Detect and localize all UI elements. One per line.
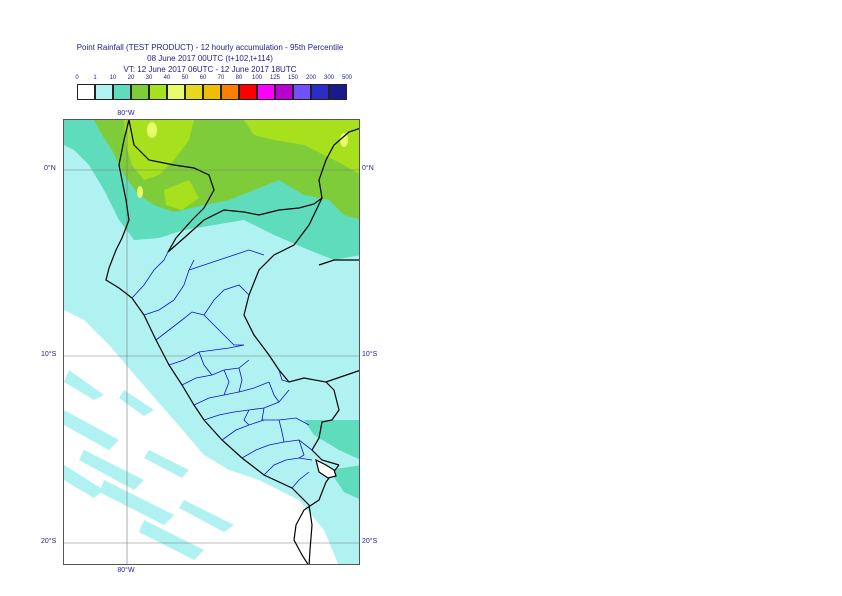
ocean-rain-streaks xyxy=(64,370,234,560)
graticule xyxy=(64,120,359,564)
lon-label-bottom: 80°W xyxy=(117,567,135,574)
lat-label-20s-left: 20°S xyxy=(41,538,57,545)
lon-label-top: 80°W xyxy=(117,110,135,117)
lat-label-20s-right: 20°S xyxy=(362,538,378,545)
legend-swatch xyxy=(185,84,203,100)
legend-swatch xyxy=(77,84,95,100)
legend-swatch xyxy=(149,84,167,100)
map-title: Point Rainfall (TEST PRODUCT) - 12 hourl… xyxy=(76,43,344,52)
legend-tick-label: 60 xyxy=(199,75,207,81)
legend-tick-label: 30 xyxy=(145,75,153,81)
legend-swatch xyxy=(257,84,275,100)
lat-label-0-left: 0°N xyxy=(44,165,56,172)
legend-swatch xyxy=(311,84,329,100)
legend-tick-label: 1 xyxy=(93,75,97,81)
legend-tick-label: 20 xyxy=(127,75,135,81)
legend-swatch xyxy=(113,84,131,100)
legend-swatch xyxy=(131,84,149,100)
rain-30-40-area xyxy=(124,120,359,210)
forecast-run: 08 June 2017 00UTC (t+102,t+114) xyxy=(147,54,273,63)
legend-tick-label: 200 xyxy=(305,75,317,81)
legend-swatch xyxy=(239,84,257,100)
lat-label-10s-left: 10°S xyxy=(41,351,57,358)
map-canvas xyxy=(64,120,359,564)
legend-swatch xyxy=(221,84,239,100)
legend-swatch xyxy=(95,84,113,100)
legend-tick-label: 300 xyxy=(323,75,335,81)
rain-40-50-area xyxy=(137,122,348,198)
legend-tick-label: 0 xyxy=(75,75,79,81)
legend-tick-label: 10 xyxy=(109,75,117,81)
lat-label-0-right: 0°N xyxy=(362,165,374,172)
legend-tick-label: 100 xyxy=(251,75,263,81)
color-legend: 0 1 10 20 30 40 50 60 70 80 100 125 150 200 300 500 xyxy=(75,75,353,103)
legend-swatch xyxy=(329,84,347,100)
legend-tick-label: 70 xyxy=(217,75,225,81)
region-borders xyxy=(131,249,313,489)
legend-swatch xyxy=(167,84,185,100)
rainfall-map xyxy=(63,119,360,565)
legend-tick-label: 40 xyxy=(163,75,171,81)
legend-tick-label: 80 xyxy=(235,75,243,81)
legend-tick-label: 50 xyxy=(181,75,189,81)
legend-tick-label: 125 xyxy=(269,75,281,81)
legend-swatch xyxy=(275,84,293,100)
legend-tick-label: 500 xyxy=(341,75,353,81)
validity-time: VT: 12 June 2017 06UTC - 12 June 2017 18… xyxy=(123,65,297,74)
lat-label-10s-right: 10°S xyxy=(362,351,378,358)
legend-swatch xyxy=(293,84,311,100)
legend-tick-label: 150 xyxy=(287,75,299,81)
legend-swatch xyxy=(203,84,221,100)
